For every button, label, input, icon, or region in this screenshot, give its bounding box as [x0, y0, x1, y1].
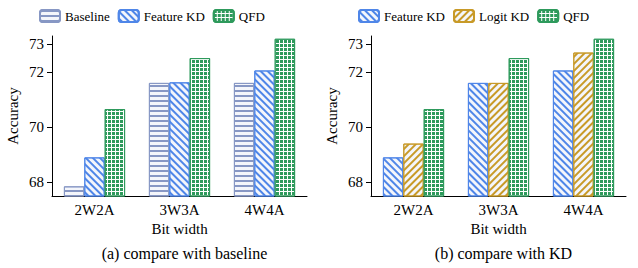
- svg-text:3W3A: 3W3A: [160, 202, 200, 218]
- svg-text:Bit width: Bit width: [151, 221, 208, 237]
- svg-text:70: 70: [29, 119, 44, 135]
- svg-text:Baseline: Baseline: [65, 9, 110, 24]
- svg-text:QFD: QFD: [239, 9, 265, 24]
- svg-text:73: 73: [348, 36, 363, 52]
- svg-text:Bit width: Bit width: [470, 221, 527, 237]
- svg-text:72: 72: [29, 64, 44, 80]
- svg-text:2W2A: 2W2A: [394, 202, 434, 218]
- svg-text:Accuracy: Accuracy: [324, 87, 340, 145]
- svg-text:73: 73: [29, 36, 44, 52]
- svg-text:4W4A: 4W4A: [564, 202, 604, 218]
- svg-text:68: 68: [348, 174, 363, 190]
- svg-text:68: 68: [29, 174, 44, 190]
- svg-text:4W4A: 4W4A: [245, 202, 285, 218]
- svg-text:(a) compare with baseline: (a) compare with baseline: [102, 245, 268, 263]
- svg-text:Accuracy: Accuracy: [5, 87, 21, 145]
- svg-text:Feature KD: Feature KD: [384, 9, 445, 24]
- svg-text:Logit KD: Logit KD: [479, 9, 529, 24]
- svg-text:2W2A: 2W2A: [75, 202, 115, 218]
- svg-text:70: 70: [348, 119, 363, 135]
- svg-text:3W3A: 3W3A: [479, 202, 519, 218]
- svg-text:Feature KD: Feature KD: [144, 9, 205, 24]
- svg-text:(b) compare with KD: (b) compare with KD: [435, 245, 572, 263]
- svg-text:72: 72: [348, 64, 363, 80]
- svg-text:QFD: QFD: [563, 9, 589, 24]
